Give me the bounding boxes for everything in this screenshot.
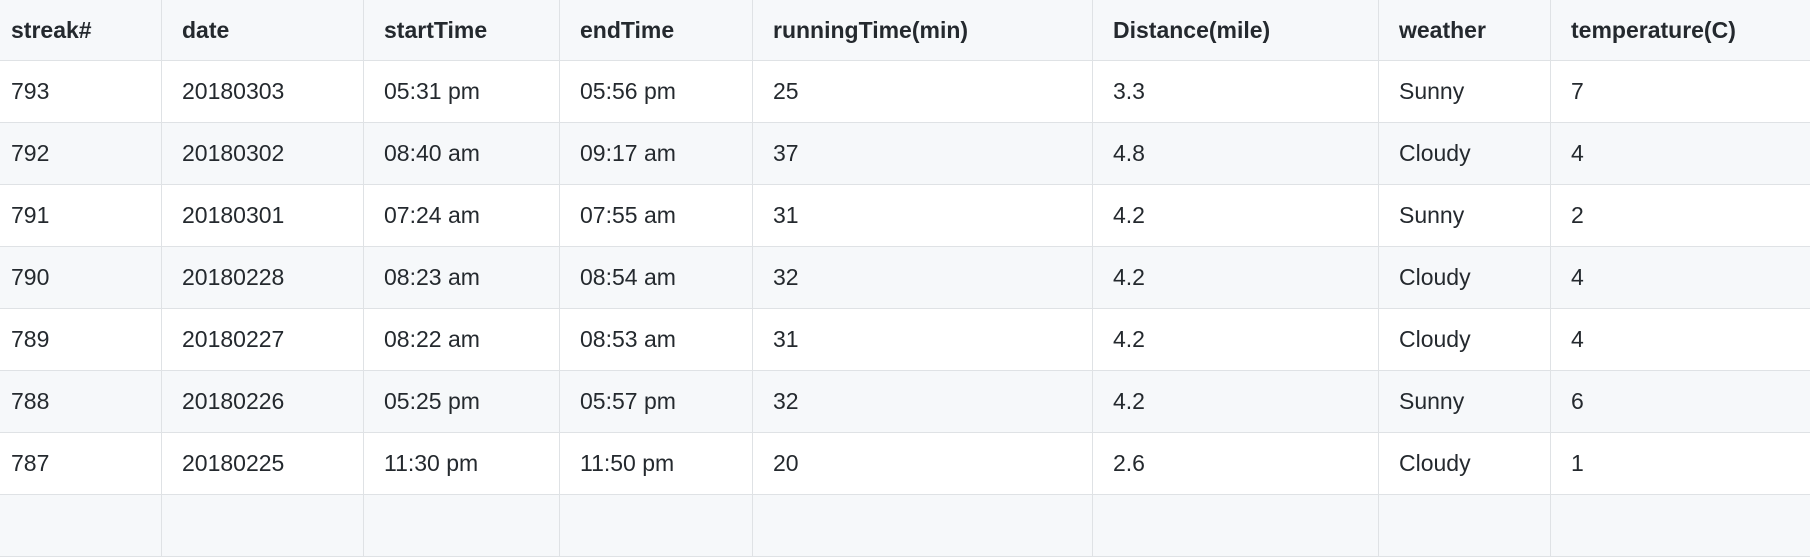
cell-temperature: 4 [1551,309,1810,371]
cell-streak: 791 [0,185,162,247]
cell-temperature: 4 [1551,123,1810,185]
header-row: streak# date startTime endTime runningTi… [0,0,1810,61]
cell-streak: 788 [0,371,162,433]
column-header-weather: weather [1379,0,1551,61]
cell-streak: 793 [0,61,162,123]
cell-date: 20180302 [162,123,364,185]
cell-distance: 4.2 [1093,309,1379,371]
cell-distance: 3.3 [1093,61,1379,123]
table-body: 793 20180303 05:31 pm 05:56 pm 25 3.3 Su… [0,61,1810,557]
cell-date: 20180301 [162,185,364,247]
column-header-distance: Distance(mile) [1093,0,1379,61]
table-row: 789 20180227 08:22 am 08:53 am 31 4.2 Cl… [0,309,1810,371]
column-header-start-time: startTime [364,0,560,61]
cell-date: 20180303 [162,61,364,123]
table-row: 792 20180302 08:40 am 09:17 am 37 4.8 Cl… [0,123,1810,185]
cell-running-time: 20 [753,433,1093,495]
cell-weather: Sunny [1379,185,1551,247]
cell-temperature: 7 [1551,61,1810,123]
cell-streak [0,495,162,557]
cell-date [162,495,364,557]
table-header: streak# date startTime endTime runningTi… [0,0,1810,61]
cell-running-time: 37 [753,123,1093,185]
cell-streak: 790 [0,247,162,309]
cell-end-time: 09:17 am [560,123,753,185]
cell-start-time: 07:24 am [364,185,560,247]
cell-start-time: 08:22 am [364,309,560,371]
cell-start-time: 05:25 pm [364,371,560,433]
cell-weather: Cloudy [1379,433,1551,495]
cell-temperature [1551,495,1810,557]
cell-running-time [753,495,1093,557]
cell-running-time: 32 [753,247,1093,309]
table-row: 791 20180301 07:24 am 07:55 am 31 4.2 Su… [0,185,1810,247]
cell-end-time: 07:55 am [560,185,753,247]
column-header-temperature: temperature(C) [1551,0,1810,61]
cell-temperature: 6 [1551,371,1810,433]
cell-temperature: 1 [1551,433,1810,495]
column-header-date: date [162,0,364,61]
cell-date: 20180228 [162,247,364,309]
column-header-streak: streak# [0,0,162,61]
cell-date: 20180226 [162,371,364,433]
cell-weather: Sunny [1379,61,1551,123]
cell-distance: 4.2 [1093,185,1379,247]
table-row: 788 20180226 05:25 pm 05:57 pm 32 4.2 Su… [0,371,1810,433]
cell-end-time: 08:53 am [560,309,753,371]
table-row: 787 20180225 11:30 pm 11:50 pm 20 2.6 Cl… [0,433,1810,495]
cell-distance: 2.6 [1093,433,1379,495]
cell-streak: 792 [0,123,162,185]
cell-start-time [364,495,560,557]
cell-end-time [560,495,753,557]
table-row: 793 20180303 05:31 pm 05:56 pm 25 3.3 Su… [0,61,1810,123]
cell-weather: Cloudy [1379,309,1551,371]
cell-running-time: 31 [753,309,1093,371]
cell-date: 20180225 [162,433,364,495]
cell-start-time: 08:23 am [364,247,560,309]
cell-distance: 4.2 [1093,371,1379,433]
column-header-running-time: runningTime(min) [753,0,1093,61]
cell-start-time: 11:30 pm [364,433,560,495]
cell-end-time: 05:57 pm [560,371,753,433]
cell-start-time: 05:31 pm [364,61,560,123]
table-row [0,495,1810,557]
cell-weather [1379,495,1551,557]
cell-streak: 787 [0,433,162,495]
cell-start-time: 08:40 am [364,123,560,185]
cell-weather: Cloudy [1379,123,1551,185]
cell-streak: 789 [0,309,162,371]
cell-end-time: 08:54 am [560,247,753,309]
cell-date: 20180227 [162,309,364,371]
table-row: 790 20180228 08:23 am 08:54 am 32 4.2 Cl… [0,247,1810,309]
cell-weather: Sunny [1379,371,1551,433]
cell-end-time: 11:50 pm [560,433,753,495]
cell-end-time: 05:56 pm [560,61,753,123]
cell-distance [1093,495,1379,557]
cell-distance: 4.2 [1093,247,1379,309]
cell-distance: 4.8 [1093,123,1379,185]
cell-temperature: 4 [1551,247,1810,309]
cell-running-time: 31 [753,185,1093,247]
cell-running-time: 32 [753,371,1093,433]
column-header-end-time: endTime [560,0,753,61]
cell-weather: Cloudy [1379,247,1551,309]
cell-temperature: 2 [1551,185,1810,247]
cell-running-time: 25 [753,61,1093,123]
